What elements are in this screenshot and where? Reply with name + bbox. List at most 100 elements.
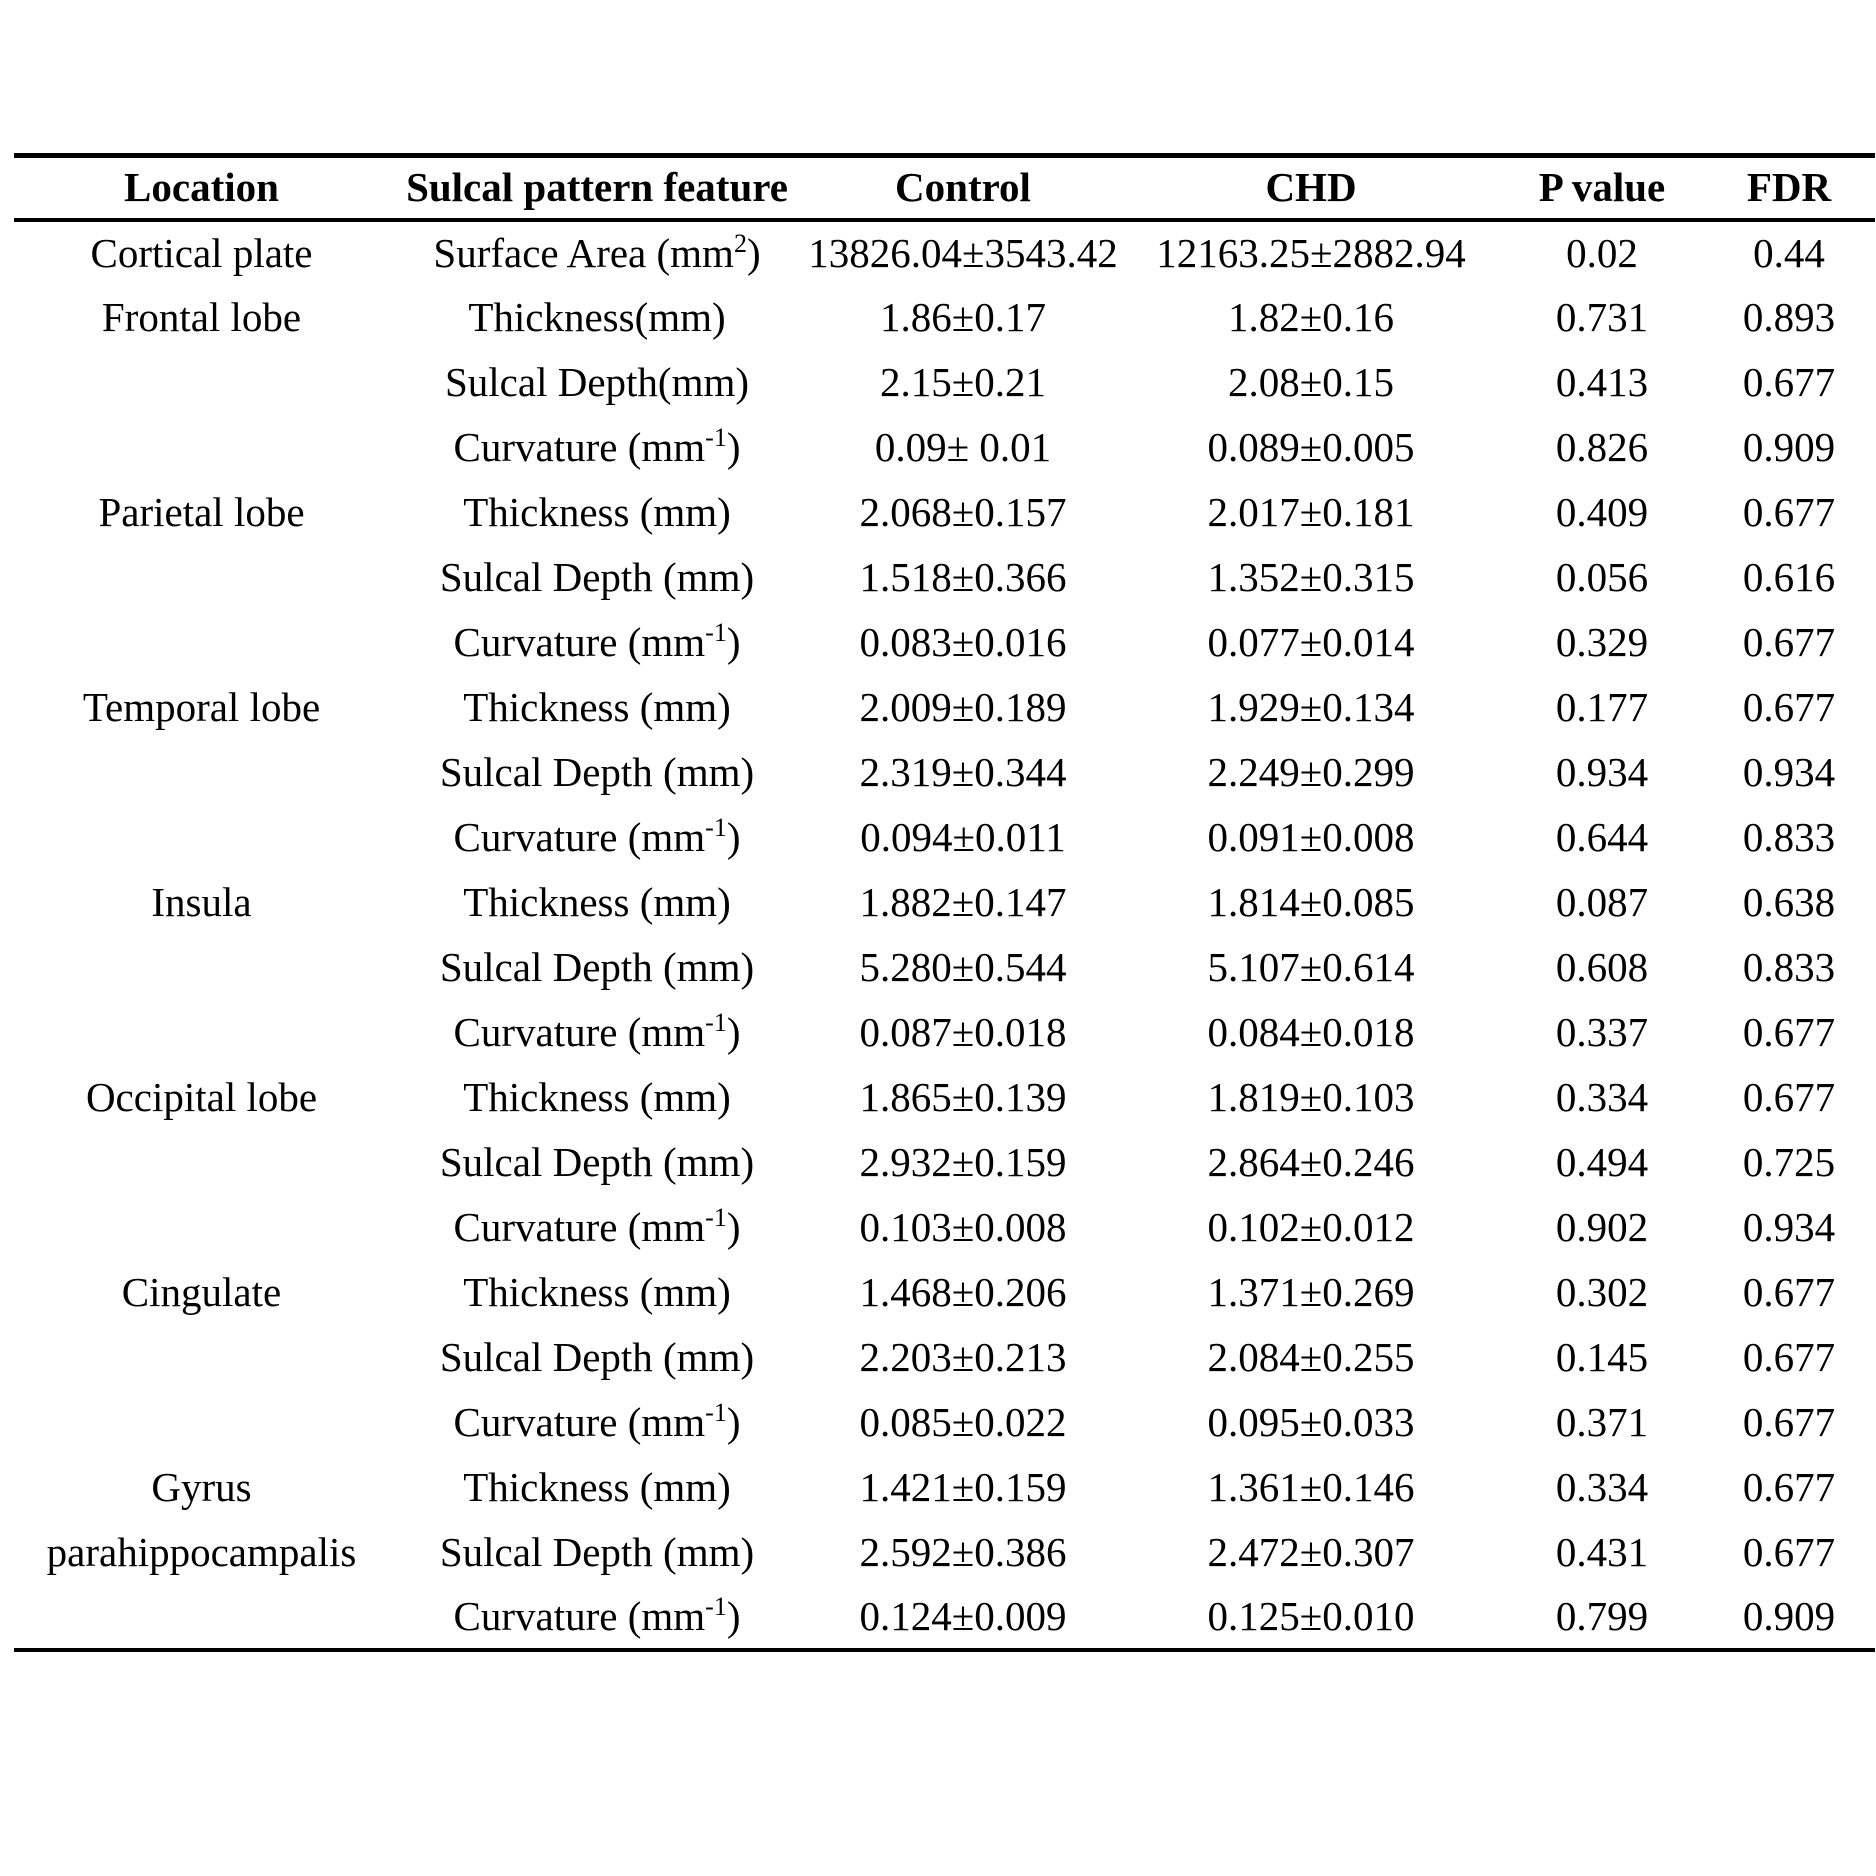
feature-cell: Sulcal Depth (mm) bbox=[439, 748, 755, 795]
table-row: Gyrus Thickness (mm) 1.421±0.159 1.361±0.14… bbox=[14, 1455, 1875, 1520]
fdr-cell: 0.677 bbox=[1742, 683, 1836, 730]
p-value-cell: 0.731 bbox=[1555, 293, 1649, 340]
location-cell bbox=[14, 805, 389, 870]
fdr-cell: 0.616 bbox=[1742, 553, 1836, 600]
control-cell: 1.421±0.159 bbox=[859, 1463, 1067, 1510]
feature-cell: Thickness (mm) bbox=[463, 683, 731, 730]
table-body: Cortical plate Surface Area (mm2) 13826.04… bbox=[14, 220, 1875, 1650]
control-cell: 2.068±0.157 bbox=[859, 488, 1067, 535]
p-value-cell: 0.329 bbox=[1555, 618, 1649, 665]
control-cell: 0.087±0.018 bbox=[859, 1008, 1067, 1055]
feature-superscript: -1 bbox=[705, 617, 727, 647]
feature-superscript: -1 bbox=[705, 1202, 727, 1232]
feature-superscript: -1 bbox=[705, 812, 727, 842]
chd-cell: 2.017±0.181 bbox=[1207, 488, 1415, 535]
p-value-cell: 0.087 bbox=[1555, 878, 1649, 925]
location-cell bbox=[14, 1585, 389, 1650]
location-cell: Temporal lobe bbox=[82, 683, 321, 730]
p-value-cell: 0.413 bbox=[1555, 358, 1649, 405]
fdr-cell: 0.934 bbox=[1742, 1203, 1836, 1250]
p-value-cell: 0.431 bbox=[1555, 1528, 1649, 1575]
chd-cell: 5.107±0.614 bbox=[1207, 943, 1415, 990]
location-cell bbox=[14, 350, 389, 415]
chd-cell: 2.472±0.307 bbox=[1207, 1528, 1415, 1575]
p-value-cell: 0.826 bbox=[1555, 423, 1649, 470]
chd-cell: 0.084±0.018 bbox=[1207, 1008, 1415, 1055]
control-cell: 2.203±0.213 bbox=[859, 1333, 1067, 1380]
feature-cell: Thickness (mm) bbox=[463, 1073, 731, 1120]
control-cell: 0.09± 0.01 bbox=[874, 423, 1052, 470]
table-row: parahippocampalis Sulcal Depth (mm) 2.592±… bbox=[14, 1520, 1875, 1585]
control-cell: 1.865±0.139 bbox=[859, 1073, 1067, 1120]
fdr-cell: 0.893 bbox=[1742, 293, 1836, 340]
feature-cell: Sulcal Depth (mm) bbox=[439, 1333, 755, 1380]
table-row: Curvature (mm-1) 0.103±0.008 0.102±0.012 0.… bbox=[14, 1195, 1875, 1260]
location-cell: Parietal lobe bbox=[98, 488, 305, 535]
location-cell bbox=[14, 415, 389, 480]
table-row: Cingulate Thickness (mm) 1.468±0.206 1.371±… bbox=[14, 1260, 1875, 1325]
location-cell bbox=[14, 935, 389, 1000]
chd-cell: 1.929±0.134 bbox=[1207, 683, 1415, 730]
location-cell: Frontal lobe bbox=[101, 293, 302, 340]
p-value-cell: 0.902 bbox=[1555, 1203, 1649, 1250]
chd-cell: 2.084±0.255 bbox=[1207, 1333, 1415, 1380]
chd-cell: 1.371±0.269 bbox=[1207, 1268, 1415, 1315]
p-value-cell: 0.371 bbox=[1555, 1398, 1649, 1445]
control-cell: 2.932±0.159 bbox=[859, 1138, 1067, 1185]
chd-cell: 2.249±0.299 bbox=[1207, 748, 1415, 795]
fdr-cell: 0.677 bbox=[1742, 1268, 1836, 1315]
chd-cell: 0.077±0.014 bbox=[1207, 618, 1415, 665]
location-cell: Insula bbox=[151, 878, 252, 925]
fdr-cell: 0.934 bbox=[1742, 748, 1836, 795]
table-row: Curvature (mm-1) 0.083±0.016 0.077±0.014 0.… bbox=[14, 610, 1875, 675]
feature-cell: Curvature (mm-1) bbox=[453, 1202, 741, 1250]
location-cell bbox=[14, 545, 389, 610]
chd-cell: 1.352±0.315 bbox=[1207, 553, 1415, 600]
col-header-p-value: P value bbox=[1501, 155, 1703, 222]
location-cell: Cingulate bbox=[121, 1268, 282, 1315]
location-cell bbox=[14, 1195, 389, 1260]
feature-cell: Sulcal Depth (mm) bbox=[439, 1528, 755, 1575]
table-row: Curvature (mm-1) 0.085±0.022 0.095±0.033 0.… bbox=[14, 1390, 1875, 1455]
feature-cell: Curvature (mm-1) bbox=[453, 617, 741, 665]
location-cell: Gyrus bbox=[151, 1463, 252, 1510]
control-cell: 2.319±0.344 bbox=[859, 748, 1067, 795]
chd-cell: 0.095±0.033 bbox=[1207, 1398, 1415, 1445]
location-cell bbox=[14, 1130, 389, 1195]
table-row: Curvature (mm-1) 0.094±0.011 0.091±0.008 0.… bbox=[14, 805, 1875, 870]
feature-cell: Curvature (mm-1) bbox=[453, 1397, 741, 1445]
feature-superscript: -1 bbox=[705, 1007, 727, 1037]
chd-cell: 2.08±0.15 bbox=[1227, 358, 1394, 405]
feature-cell: Sulcal Depth (mm) bbox=[439, 553, 755, 600]
table-row: Sulcal Depth (mm) 2.203±0.213 2.084±0.255 0… bbox=[14, 1325, 1875, 1390]
chd-cell: 1.82±0.16 bbox=[1227, 293, 1394, 340]
feature-superscript: -1 bbox=[705, 1591, 727, 1621]
col-header-fdr: FDR bbox=[1703, 155, 1875, 222]
p-value-cell: 0.337 bbox=[1555, 1008, 1649, 1055]
col-header-control: Control bbox=[805, 155, 1121, 222]
fdr-cell: 0.677 bbox=[1742, 1398, 1836, 1445]
p-value-cell: 0.409 bbox=[1555, 488, 1649, 535]
location-cell bbox=[14, 1390, 389, 1455]
fdr-cell: 0.677 bbox=[1742, 618, 1836, 665]
table-row: Insula Thickness (mm) 1.882±0.147 1.814±0.0… bbox=[14, 870, 1875, 935]
p-value-cell: 0.02 bbox=[1566, 229, 1638, 276]
col-header-chd: CHD bbox=[1121, 155, 1501, 222]
feature-cell: Sulcal Depth (mm) bbox=[439, 943, 755, 990]
table-row: Curvature (mm-1) 0.09± 0.01 0.089±0.005 0.8… bbox=[14, 415, 1875, 480]
col-header-location: Location bbox=[14, 155, 389, 222]
fdr-cell: 0.677 bbox=[1742, 1073, 1836, 1120]
control-cell: 0.094±0.011 bbox=[860, 813, 1066, 860]
p-value-cell: 0.494 bbox=[1555, 1138, 1649, 1185]
table-header: Location Sulcal pattern feature Control … bbox=[14, 155, 1875, 222]
chd-cell: 1.361±0.146 bbox=[1207, 1463, 1415, 1510]
fdr-cell: 0.638 bbox=[1742, 878, 1836, 925]
feature-cell: Thickness (mm) bbox=[463, 1463, 731, 1510]
table-row: Occipital lobe Thickness (mm) 1.865±0.139 1… bbox=[14, 1065, 1875, 1130]
control-cell: 2.592±0.386 bbox=[859, 1528, 1067, 1575]
control-cell: 2.009±0.189 bbox=[859, 683, 1067, 730]
fdr-cell: 0.677 bbox=[1742, 488, 1836, 535]
control-cell: 1.86±0.17 bbox=[879, 293, 1046, 340]
control-cell: 5.280±0.544 bbox=[859, 943, 1067, 990]
